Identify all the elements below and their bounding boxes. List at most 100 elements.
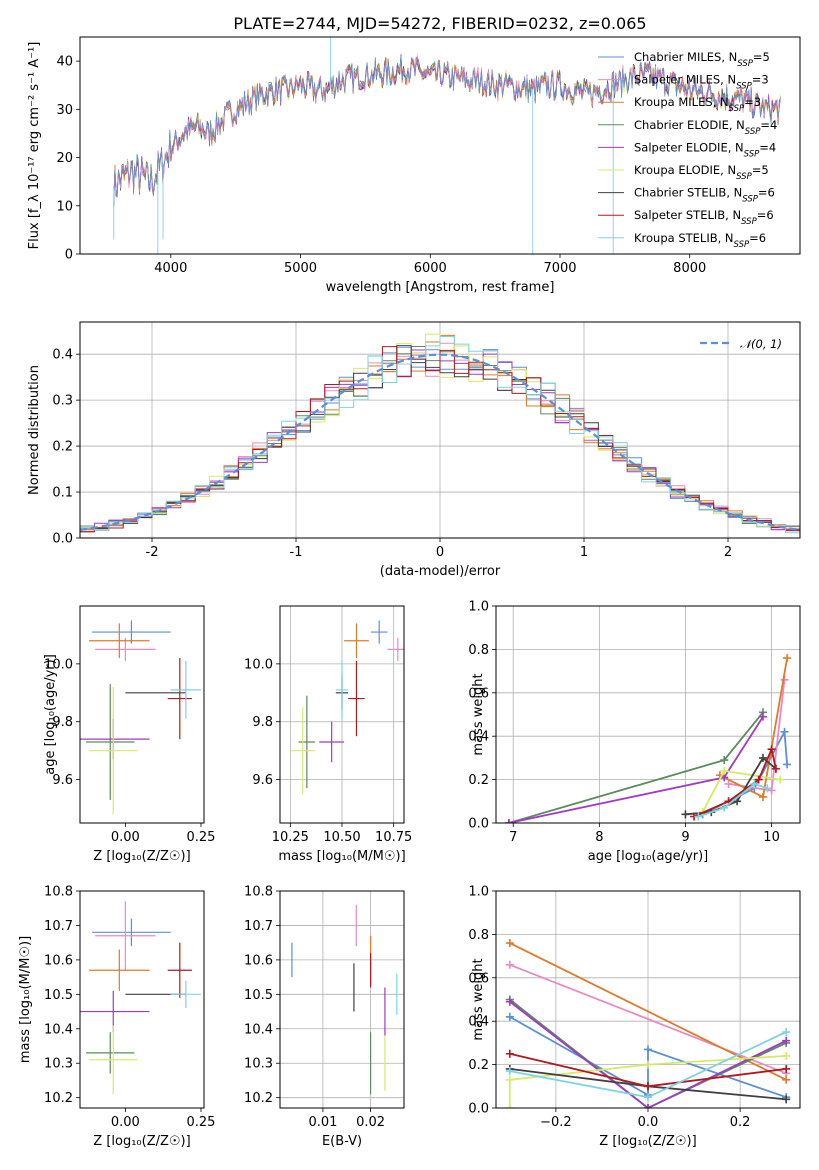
y-tick-label: 10.5 (244, 988, 273, 1003)
point-kroupa-elodie (290, 707, 316, 795)
y-tick-label: 9.6 (252, 773, 273, 788)
y-tick-label: 10.0 (44, 657, 73, 672)
data-point (644, 1082, 652, 1091)
series-kroupa-stelib (505, 1028, 791, 1102)
data-point (758, 792, 767, 801)
data-point (644, 1093, 652, 1102)
point-chabrier-miles (92, 918, 171, 947)
data-point (694, 812, 703, 821)
mass-vs-z-panel: 0.00 0.25 10.2 10.3 10.4 10.5 10.6 10.7 10.8 Z [l… (18, 885, 215, 1150)
x-axis-label: Z [log₁₀(Z/Z☉)] (93, 849, 190, 864)
point-salpeter-stelib (348, 660, 365, 737)
x-axis-label: Z [log₁₀(Z/Z☉)] (93, 1134, 190, 1149)
x-axis-label: age [log₁₀(age/yr)] (588, 849, 709, 864)
spectrum-chabrier-miles (113, 56, 781, 210)
point-chabrier-elodie (86, 1032, 135, 1074)
y-tick-label: 10.3 (44, 1057, 73, 1072)
legend-label-chabrier-stelib: Chabrier STELIB, NSSP=6 (634, 186, 775, 205)
y-tick-label: 20 (56, 151, 73, 166)
x-tick-label: 0.00 (111, 830, 140, 845)
series-salpeter-stelib (690, 745, 780, 821)
x-tick-label: 10.50 (323, 830, 360, 845)
x-tick-label: 0.02 (356, 1115, 385, 1130)
data-point (767, 745, 776, 754)
x-tick-label: 0.00 (111, 1115, 140, 1130)
x-tick-label: 2 (724, 545, 732, 560)
plot-area (291, 904, 398, 1095)
y-tick-label: 0.0 (52, 532, 73, 547)
x-tick-label: 6000 (414, 261, 447, 276)
series-line (508, 1055, 787, 1108)
point-chabrier-miles (92, 620, 171, 644)
normal-curve (80, 353, 800, 531)
y-tick-label: 0.6 (468, 686, 489, 701)
x-tick-label: 4000 (154, 261, 187, 276)
x-tick-label: 0.25 (186, 1115, 215, 1130)
x-tick-label: 8000 (673, 261, 706, 276)
x-tick-label: 5000 (284, 261, 317, 276)
data-point (782, 1036, 791, 1045)
x-tick-label: -2 (146, 545, 159, 560)
figure-title: PLATE=2744, MJD=54272, FIBERID=0232, z=0… (233, 14, 646, 33)
data-point (505, 1104, 514, 1108)
series-salpeter-elodie (505, 997, 791, 1108)
y-tick-label: 9.8 (252, 715, 273, 730)
plot-area (290, 620, 404, 795)
x-tick-label: 0.01 (308, 1115, 337, 1130)
point-chabrier-elodie (298, 695, 316, 789)
data-point (758, 753, 767, 762)
x-tick-label: 9 (681, 830, 689, 845)
axes-frame (79, 36, 801, 255)
y-tick-label: 0.8 (468, 928, 489, 943)
series-line (509, 1000, 787, 1108)
series-salpeter-stelib (505, 1049, 791, 1091)
x-tick-label: 10.75 (375, 830, 412, 845)
y-tick-label: 10.7 (244, 919, 273, 934)
x-tick-label: 0.25 (186, 830, 215, 845)
y-tick-label: 10 (56, 199, 73, 214)
data-point (720, 766, 729, 775)
x-tick-label: 7 (509, 830, 517, 845)
y-tick-label: 30 (56, 103, 73, 118)
axes: -2 -1 0 1 2 0.0 0.1 0.2 0.3 0.4 (data-model)/error… (27, 321, 801, 579)
axes: 7 8 9 10 0.0 0.2 0.4 0.6 0.8 1.0 age [log₁₀(age/yr… (468, 600, 801, 864)
mass-vs-ebv-panel: 0.01 0.02 10.2 10.3 10.4 10.5 10.6 10.7 10.8 E(B-… (244, 885, 405, 1149)
x-axis-label: E(B-V) (322, 1134, 362, 1149)
point-chabrier-miles (370, 620, 388, 644)
y-tick-label: 0.6 (468, 971, 489, 986)
y-tick-label: 0.4 (52, 348, 73, 363)
plot-area (80, 333, 800, 538)
data-point (505, 1049, 514, 1058)
y-axis-label: mass [log₁₀(M/M☉)] (18, 936, 33, 1063)
data-point (720, 756, 729, 765)
series-kroupa-miles (715, 654, 792, 801)
data-point (782, 1095, 791, 1104)
data-point (644, 1104, 652, 1108)
series-line (728, 679, 786, 792)
series-kroupa-miles (505, 939, 791, 1084)
data-point (780, 727, 789, 736)
x-tick-label: -1 (290, 545, 303, 560)
y-tick-label: 10.0 (244, 657, 273, 672)
data-point (782, 1028, 791, 1037)
legend-label-salpeter-stelib: Salpeter STELIB, NSSP=6 (634, 208, 774, 227)
y-axis-label: age [log₁₀(age/yr)] (43, 654, 58, 775)
y-tick-label: 0.3 (52, 394, 73, 409)
y-axis-label: mass weight (471, 958, 486, 1040)
y-tick-label: 1.0 (468, 600, 489, 615)
data-point (644, 1060, 652, 1069)
plot-area (80, 620, 201, 815)
y-tick-label: 40 (56, 55, 73, 70)
y-tick-label: 0.2 (52, 440, 73, 455)
point-kroupa-miles (89, 623, 150, 659)
y-tick-label: 10.8 (244, 885, 273, 900)
axes: −0.2 0.0 0.2 0.0 0.2 0.4 0.6 0.8 1.0 Z [log₁₀(Z/Z… (468, 885, 801, 1149)
point-salpeter-miles (387, 637, 404, 661)
y-tick-label: 0.4 (468, 730, 489, 745)
data-point (505, 1067, 514, 1076)
series-salpeter-elodie (504, 712, 767, 823)
y-tick-label: 0.0 (468, 1102, 489, 1117)
data-point (505, 997, 514, 1006)
x-tick-label: 8 (595, 830, 603, 845)
point-kroupa-stelib (335, 660, 349, 719)
